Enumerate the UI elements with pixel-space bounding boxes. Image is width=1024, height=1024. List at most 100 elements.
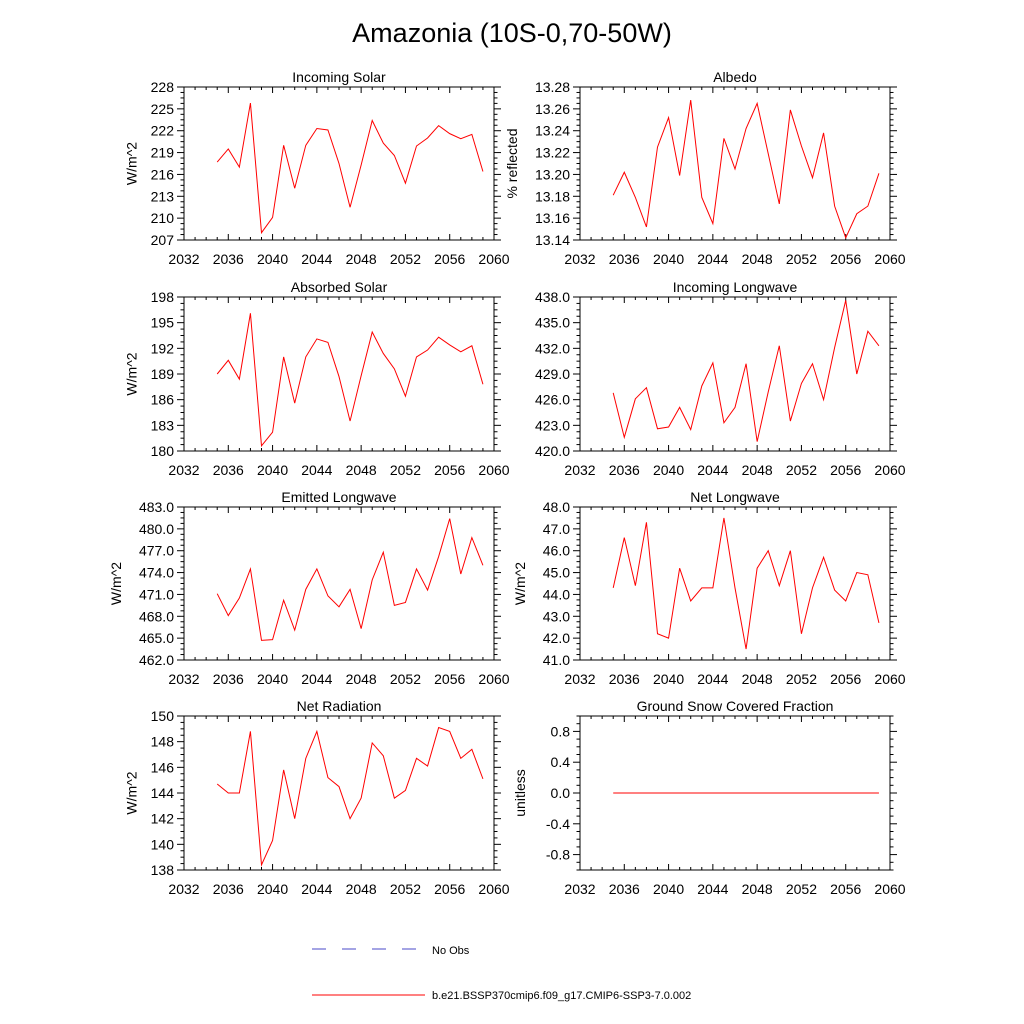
x-tick-label: 2044 bbox=[697, 671, 728, 687]
x-tick-label: 2040 bbox=[257, 462, 288, 478]
panel-net-longwave: Net Longwave 2032 2036 2040 2044 2048 2052 2056… bbox=[512, 489, 906, 687]
panel-title: Absorbed Solar bbox=[291, 279, 388, 295]
y-tick-label: 148 bbox=[151, 734, 175, 750]
y-tick-label: 138 bbox=[151, 862, 175, 878]
y-tick-label: 195 bbox=[151, 315, 175, 331]
x-tick-label: 2044 bbox=[301, 251, 332, 267]
y-tick-label: -0.4 bbox=[546, 816, 570, 832]
y-tick-label: 180 bbox=[151, 443, 175, 459]
x-tick-label: 2052 bbox=[786, 251, 817, 267]
panel-albedo: Albedo 2032 2036 2040 2044 2048 2052 2056 2060 13… bbox=[504, 69, 906, 267]
y-tick-label: 13.22 bbox=[535, 145, 570, 161]
y-tick-label: 210 bbox=[151, 210, 175, 226]
x-tick-label: 2044 bbox=[301, 671, 332, 687]
x-tick-label: 2060 bbox=[874, 462, 905, 478]
y-tick-label: 0.8 bbox=[551, 723, 571, 739]
x-tick-label: 2032 bbox=[168, 251, 199, 267]
series-line-incoming-longwave bbox=[612, 300, 880, 442]
x-tick-label: 2044 bbox=[697, 251, 728, 267]
x-tick-label: 2036 bbox=[213, 671, 244, 687]
x-tick-label: 2060 bbox=[874, 251, 905, 267]
panel-title: Incoming Solar bbox=[292, 69, 386, 85]
x-tick-label: 2052 bbox=[786, 881, 817, 897]
y-tick-label: 432.0 bbox=[535, 340, 570, 356]
series-line-absorbed-solar bbox=[216, 313, 484, 448]
x-tick-label: 2036 bbox=[213, 881, 244, 897]
y-tick-label: 48.0 bbox=[543, 499, 570, 515]
x-tick-label: 2036 bbox=[609, 881, 640, 897]
x-tick-label: 2036 bbox=[609, 462, 640, 478]
panel-title: Emitted Longwave bbox=[281, 489, 396, 505]
panel-title: Incoming Longwave bbox=[673, 279, 798, 295]
y-tick-label: 13.28 bbox=[535, 79, 570, 95]
x-tick-label: 2048 bbox=[742, 462, 773, 478]
x-tick-label: 2048 bbox=[346, 881, 377, 897]
legend-no-obs-label: No Obs bbox=[432, 945, 470, 957]
y-tick-label: 468.0 bbox=[139, 608, 174, 624]
y-tick-label: 423.0 bbox=[535, 417, 570, 433]
y-tick-label: 150 bbox=[151, 708, 175, 724]
y-tick-label: 13.18 bbox=[535, 188, 570, 204]
panel-ground-snow-covered-fraction: Ground Snow Covered Fraction 2032 2036 2040… bbox=[512, 698, 906, 897]
y-axis-label: W/m^2 bbox=[124, 352, 140, 395]
x-tick-label: 2044 bbox=[697, 881, 728, 897]
y-tick-label: 435.0 bbox=[535, 315, 570, 331]
y-tick-label: 192 bbox=[151, 340, 175, 356]
series-line-emitted-longwave bbox=[216, 518, 484, 641]
x-tick-label: 2044 bbox=[301, 881, 332, 897]
y-tick-label: 144 bbox=[151, 785, 175, 801]
y-tick-label: 207 bbox=[151, 232, 175, 248]
plot-frame bbox=[579, 86, 891, 241]
x-tick-label: 2044 bbox=[301, 462, 332, 478]
y-tick-label: 426.0 bbox=[535, 392, 570, 408]
legend: No Obs b.e21.BSSP370cmip6.f09_g17.CMIP6-… bbox=[312, 945, 691, 1002]
y-tick-label: 46.0 bbox=[543, 543, 570, 559]
panel-absorbed-solar: Absorbed Solar 2032 2036 2040 2044 2048 2052 20… bbox=[124, 279, 510, 478]
x-tick-label: 2032 bbox=[564, 881, 595, 897]
x-tick-label: 2052 bbox=[390, 462, 421, 478]
y-tick-label: 42.0 bbox=[543, 630, 570, 646]
series-line-net-radiation bbox=[216, 726, 484, 867]
x-tick-label: 2040 bbox=[653, 251, 684, 267]
x-tick-label: 2060 bbox=[874, 881, 905, 897]
y-tick-label: -0.8 bbox=[546, 847, 570, 863]
x-tick-label: 2040 bbox=[257, 671, 288, 687]
y-tick-label: 140 bbox=[151, 836, 175, 852]
panel-title: Albedo bbox=[713, 69, 757, 85]
y-tick-label: 47.0 bbox=[543, 521, 570, 537]
x-tick-label: 2032 bbox=[564, 251, 595, 267]
series-line-net-longwave bbox=[612, 517, 880, 650]
y-tick-label: 471.0 bbox=[139, 586, 174, 602]
x-tick-label: 2060 bbox=[874, 671, 905, 687]
x-tick-label: 2052 bbox=[786, 671, 817, 687]
x-tick-label: 2060 bbox=[478, 881, 509, 897]
panel-net-radiation: Net Radiation 2032 2036 2040 2044 2048 2052 205… bbox=[124, 698, 510, 897]
y-tick-label: 44.0 bbox=[543, 586, 570, 602]
x-tick-label: 2040 bbox=[653, 881, 684, 897]
x-tick-label: 2032 bbox=[564, 671, 595, 687]
y-tick-label: 198 bbox=[151, 289, 175, 305]
y-tick-label: 438.0 bbox=[535, 289, 570, 305]
y-tick-label: 213 bbox=[151, 188, 175, 204]
x-tick-label: 2040 bbox=[257, 881, 288, 897]
x-tick-label: 2036 bbox=[609, 671, 640, 687]
y-tick-label: 225 bbox=[151, 101, 175, 117]
panels: Incoming Solar 2032 2036 2040 2044 2048 2052 20… bbox=[108, 69, 906, 897]
y-tick-label: 483.0 bbox=[139, 499, 174, 515]
x-tick-label: 2036 bbox=[609, 251, 640, 267]
x-tick-label: 2032 bbox=[168, 671, 199, 687]
y-tick-label: 13.14 bbox=[535, 232, 570, 248]
y-axis-label: unitless bbox=[512, 769, 528, 816]
legend-model-label: b.e21.BSSP370cmip6.f09_g17.CMIP6-SSP3-7.… bbox=[432, 990, 691, 1002]
plot-frame bbox=[579, 506, 891, 661]
x-tick-label: 2040 bbox=[653, 462, 684, 478]
y-axis-label: W/m^2 bbox=[124, 142, 140, 185]
x-tick-label: 2056 bbox=[434, 251, 465, 267]
y-tick-label: 228 bbox=[151, 79, 175, 95]
y-tick-label: 13.16 bbox=[535, 210, 570, 226]
x-tick-label: 2056 bbox=[434, 671, 465, 687]
x-tick-label: 2048 bbox=[346, 671, 377, 687]
panel-incoming-solar: Incoming Solar 2032 2036 2040 2044 2048 2052 20… bbox=[124, 69, 510, 267]
y-axis-label: W/m^2 bbox=[512, 562, 528, 605]
